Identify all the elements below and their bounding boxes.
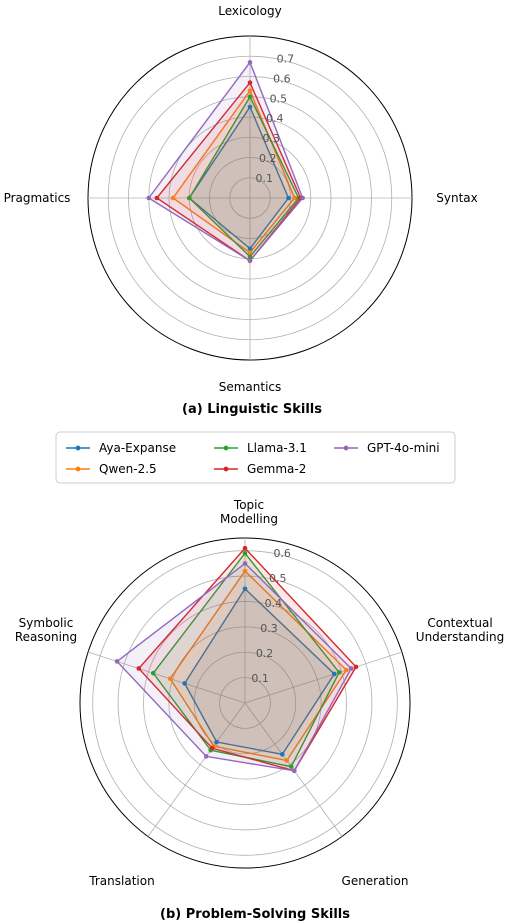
radar-chart-problem-solving: 0.1 0.2 0.3 0.4 0.5 0.6 Topic Modelling Contextu…: [15, 498, 504, 888]
series-gpt-4o-mini-point: [247, 258, 253, 264]
axis-spoke: [147, 702, 246, 837]
series-qwen-2-5-point: [344, 667, 349, 673]
series-gemma-2-point: [154, 195, 160, 201]
radial-tick-label: 0.6: [273, 547, 291, 560]
axis-label-contextual-understanding: Contextual Understanding: [416, 616, 504, 644]
series-aya-expanse-point: [286, 195, 291, 201]
radial-tick-label: 0.2: [259, 152, 277, 165]
series-aya-expanse-point: [214, 739, 219, 745]
series-gemma-2-point: [242, 545, 248, 551]
series-gpt-4o-mini-point: [242, 561, 248, 566]
radial-tick-label: 0.3: [260, 622, 278, 635]
axis-spoke: [244, 651, 403, 704]
caption-linguistic: (a) Linguistic Skills: [182, 402, 322, 417]
legend-label-gpt-4o-mini: GPT-4o-mini: [367, 441, 440, 455]
axis-label-syntax: Syntax: [436, 191, 477, 205]
series-gpt-4o-mini-point: [146, 195, 152, 201]
legend-marker: [223, 466, 229, 472]
series-qwen-2-5-area: [169, 569, 348, 762]
radial-tick-label: 0.3: [263, 132, 281, 145]
series-aya-expanse-area: [183, 587, 336, 756]
series-gpt-4o-mini-area: [116, 562, 353, 772]
series-qwen-2-5-point: [247, 88, 253, 93]
axis-label-translation: Translation: [88, 874, 154, 888]
radial-tick-label: 0.2: [256, 647, 274, 660]
legend-label-gemma-2: Gemma-2: [247, 462, 306, 476]
legend-label-aya-expanse: Aya-Expanse: [99, 441, 176, 455]
radial-tick-label: 0.5: [270, 92, 288, 105]
series-llama-3-1-point: [247, 94, 253, 100]
radial-tick-label: 0.4: [266, 112, 284, 125]
series-llama-3-1-point: [186, 195, 192, 201]
series-gpt-4o-mini-point: [348, 666, 354, 671]
radial-tick-label: 0.7: [277, 52, 295, 65]
series-llama-3-1-point: [336, 670, 342, 675]
series-gpt-4o-mini-point: [291, 768, 297, 774]
series-gemma-2-point: [209, 745, 215, 751]
legend-frame: [55, 431, 456, 484]
axis-label-topic-modelling: Topic Modelling: [220, 498, 278, 526]
series-qwen-2-5-point: [242, 568, 248, 574]
legend-marker: [75, 466, 81, 472]
series-qwen-2-5-point: [247, 250, 253, 255]
legend-label-qwen-2-5: Qwen-2.5: [99, 462, 157, 476]
radar-chart-linguistic: 0.1 0.2 0.3 0.4 0.5 0.6 0.7 Lexicology Syntax Sem…: [4, 4, 478, 394]
radial-tick-label: 0.1: [256, 172, 273, 185]
axis-label-semantics: Semantics: [219, 380, 282, 394]
series-qwen-2-5-point: [167, 676, 173, 681]
axis-label-generation: Generation: [342, 874, 409, 888]
series-llama-3-1-point: [288, 764, 294, 769]
radial-tick-label: 0.5: [269, 572, 287, 585]
series-gemma-2-point: [136, 666, 142, 671]
caption-problem-solving: (b) Problem-Solving Skills: [160, 907, 350, 922]
series-aya-expanse-point: [242, 586, 248, 592]
legend-marker: [343, 445, 349, 451]
series-gpt-4o-mini-point: [300, 195, 305, 201]
series-aya-expanse-point: [247, 104, 253, 110]
series-qwen-2-5-point: [292, 195, 297, 201]
series-gpt-4o-mini-point: [203, 754, 209, 759]
series-aya-expanse-point: [182, 681, 187, 686]
legend-marker: [75, 445, 81, 451]
series-gpt-4o-mini-point: [114, 659, 120, 664]
series-gemma-2-area: [137, 547, 357, 772]
series-llama-3-1-point: [242, 550, 248, 556]
radial-tick-label: 0.1: [251, 672, 269, 685]
series-aya-expanse-point: [280, 752, 285, 757]
series-gpt-4o-mini-point: [247, 60, 253, 65]
axis-label-pragmatics: Pragmatics: [4, 191, 71, 205]
series-aya-expanse-point: [247, 246, 253, 251]
axis-label-lexicology: Lexicology: [218, 4, 281, 18]
series-gemma-2-point: [353, 664, 359, 670]
series-qwen-2-5-point: [284, 758, 290, 763]
axis-label-symbolic-reasoning: Symbolic Reasoning: [15, 616, 77, 644]
series-qwen-2-5-point: [170, 195, 176, 201]
radial-tick-label: 0.4: [265, 597, 283, 610]
series-aya-expanse-point: [332, 671, 337, 677]
series-gemma-2-point: [247, 80, 253, 85]
series-llama-3-1-point: [247, 254, 253, 260]
legend-marker: [223, 445, 229, 451]
legend: Aya-Expanse Qwen-2.5 Llama-3.1 Gemma-2 GPT-4…: [55, 431, 456, 484]
series-llama-3-1-point: [150, 670, 156, 676]
axis-spoke: [87, 651, 246, 704]
legend-label-llama-3-1: Llama-3.1: [247, 441, 307, 455]
radial-tick-label: 0.6: [273, 72, 291, 85]
